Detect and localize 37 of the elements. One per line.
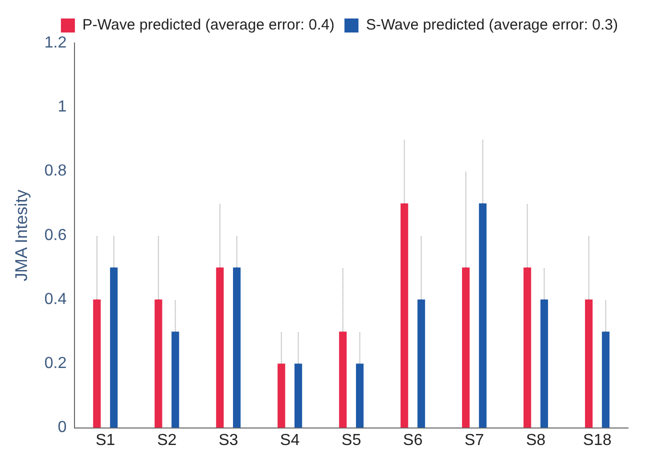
x-tick-label: S6 [403,432,423,449]
bar [478,203,487,428]
bar [585,300,593,428]
bar [356,364,364,428]
y-tick-label: 0.4 [44,290,67,308]
x-tick-label: S18 [583,432,612,449]
x-tick-label: S8 [526,432,546,449]
bar [400,203,408,428]
bar [233,267,241,428]
bar [602,332,610,428]
y-tick-label: 1.2 [44,34,67,52]
bar [154,300,162,428]
y-tick-label: 0.8 [44,162,67,180]
bar [172,332,180,428]
bar [110,267,118,428]
x-tick-label: S5 [342,432,362,449]
legend-label: S-Wave predicted (average error: 0.3) [366,16,618,34]
bar [216,267,224,428]
x-tick-label: S4 [280,432,300,449]
bar [540,300,548,428]
bar [339,332,347,428]
bar [93,300,101,428]
bar [417,300,426,428]
y-tick-label: 0 [58,419,67,436]
x-tick-label: S2 [157,432,177,449]
y-tick-label: 0.2 [44,355,67,372]
y-axis-title: JMA Intesity [12,189,31,282]
bar [462,267,470,428]
bar [294,364,302,428]
legend-label: P-Wave predicted (average error: 0.4) [82,16,334,34]
x-tick-label: S7 [464,432,484,449]
bar [524,267,532,428]
y-tick-label: 1 [58,98,67,116]
x-tick-label: S1 [96,432,116,449]
y-tick-label: 0.6 [44,226,67,244]
bar [278,364,286,428]
x-tick-label: S3 [218,432,238,449]
